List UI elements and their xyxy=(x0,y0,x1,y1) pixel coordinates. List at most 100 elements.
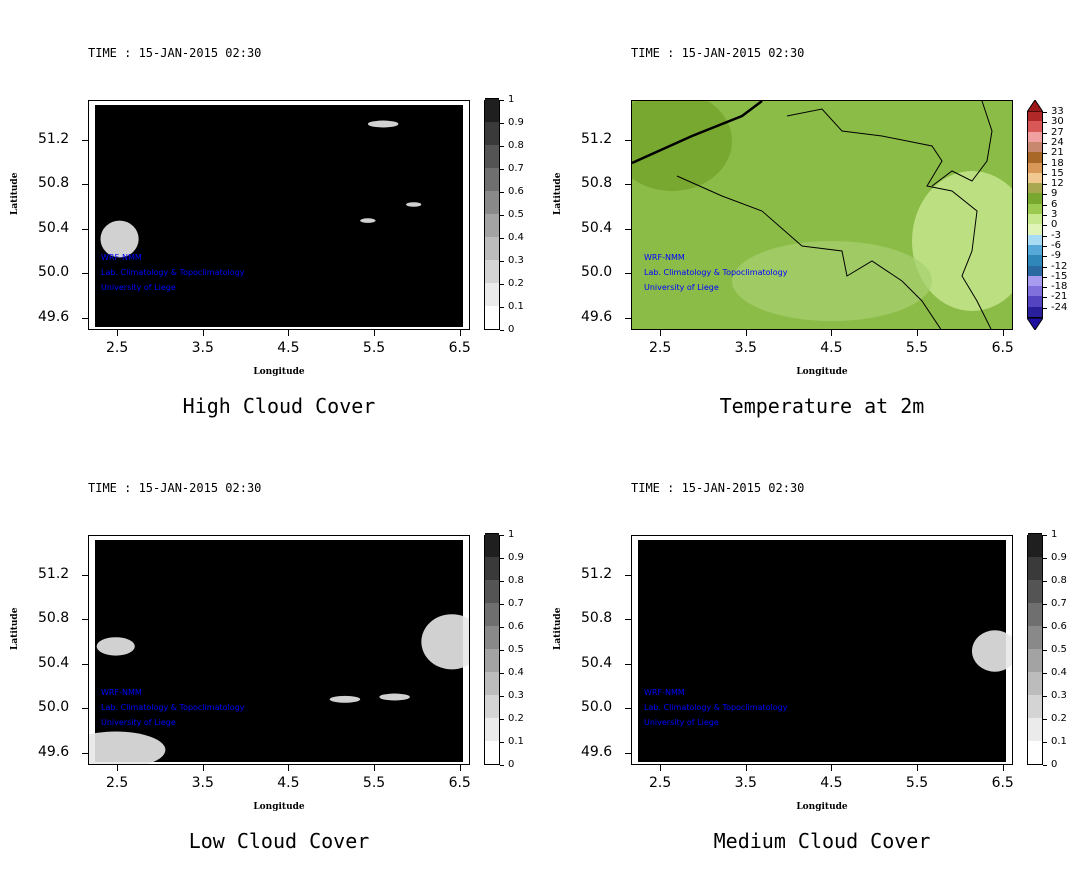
border-netherlands-germany xyxy=(786,108,992,329)
colorbar-label: 0 xyxy=(1051,759,1058,770)
colorbar-label: 0.8 xyxy=(1051,575,1067,586)
colorbar-tick xyxy=(1043,742,1047,743)
x-tick xyxy=(374,765,376,771)
y-tick xyxy=(82,752,88,754)
x-tick xyxy=(745,765,747,771)
colorbar-tick xyxy=(1043,215,1047,216)
colorbar-band xyxy=(1028,648,1042,672)
colorbar-band xyxy=(485,213,499,237)
colorbar-max-triangle xyxy=(1027,100,1043,112)
colorbar-tick xyxy=(500,215,504,216)
colorbar-band xyxy=(1028,579,1042,603)
colorbar-tick xyxy=(500,284,504,285)
colorbar-band xyxy=(485,121,499,145)
y-tick-label: 51.2 xyxy=(38,566,70,582)
colorbar-label: 0.7 xyxy=(508,163,524,174)
y-tick xyxy=(625,317,631,319)
watermark-line: University of Liege xyxy=(644,718,719,727)
colorbar-tick xyxy=(1043,287,1047,289)
colorbar-band xyxy=(1028,694,1042,718)
cloud-fill xyxy=(95,105,463,327)
cloud-gap xyxy=(89,731,166,764)
colorbar-label: 0.2 xyxy=(508,278,524,289)
x-tick xyxy=(660,765,662,771)
colorbar-band xyxy=(1028,161,1042,173)
colorbar-tick xyxy=(500,192,504,193)
panel-title: Medium Cloud Cover xyxy=(713,829,931,853)
colorbar-band xyxy=(485,144,499,168)
y-tick xyxy=(625,708,631,710)
colorbar-band xyxy=(485,305,499,329)
x-tick-label: 3.5 xyxy=(734,775,757,791)
map-panel-temp: TIME : 15-JAN-2015 02:30 WRF-NMM Lab. Clim… xyxy=(543,0,1086,435)
x-tick xyxy=(117,330,119,336)
panel-title: High Cloud Cover xyxy=(182,394,376,418)
x-tick xyxy=(831,765,833,771)
time-label: TIME : 15-JAN-2015 02:30 xyxy=(631,481,805,495)
y-tick-label: 50.4 xyxy=(38,654,70,671)
colorbar-tick xyxy=(500,650,504,651)
y-tick xyxy=(625,228,631,230)
colorbar-min-triangle xyxy=(1027,318,1043,330)
y-tick xyxy=(625,619,631,621)
colorbar-label: 9 xyxy=(1051,188,1058,200)
x-tick xyxy=(202,765,204,771)
y-tick-label: 49.6 xyxy=(38,308,70,325)
y-tick xyxy=(82,708,88,710)
x-tick xyxy=(745,330,747,336)
y-tick-label: 50.4 xyxy=(38,219,70,236)
x-tick xyxy=(917,765,919,771)
y-axis-label: Latitude xyxy=(10,172,20,215)
colorbar-band xyxy=(1028,533,1042,557)
cloud-gap xyxy=(367,120,399,128)
colorbar-tick xyxy=(1043,225,1047,227)
map-panel-cloud: TIME : 15-JAN-2015 02:30 WRF-NMM Lab. Clim… xyxy=(543,435,1086,870)
y-tick xyxy=(82,273,88,275)
x-tick xyxy=(288,330,290,336)
y-tick-label: 50.4 xyxy=(581,654,613,671)
x-tick-label: 4.5 xyxy=(277,775,300,791)
colorbar-tick xyxy=(1043,173,1047,175)
map-field xyxy=(632,101,1012,329)
map-field xyxy=(632,536,1012,764)
colorbar xyxy=(1027,110,1043,318)
y-tick xyxy=(625,273,631,275)
colorbar-band xyxy=(485,694,499,718)
colorbar-band xyxy=(1028,254,1042,266)
colorbar-tick xyxy=(1043,627,1047,628)
colorbar-label: 1 xyxy=(508,529,515,540)
colorbar-tick xyxy=(1043,650,1047,651)
colorbar-tick xyxy=(500,581,504,582)
x-tick-label: 3.5 xyxy=(191,340,214,356)
cloud-gap xyxy=(360,218,376,223)
x-tick xyxy=(202,330,204,336)
x-tick-label: 4.5 xyxy=(820,775,843,791)
colorbar-tick xyxy=(500,330,504,331)
colorbar-band xyxy=(1028,295,1042,307)
colorbar-label: 0.9 xyxy=(508,117,524,128)
colorbar-tick xyxy=(1043,153,1047,155)
y-tick xyxy=(625,184,631,186)
x-axis-label: Longitude xyxy=(253,367,305,377)
colorbar-label: 0.7 xyxy=(508,598,524,609)
colorbar-tick xyxy=(1043,235,1047,237)
colorbar-label: 0.5 xyxy=(508,644,524,655)
map-plot-area: WRF-NMM Lab. Climatology & Topoclimatolog… xyxy=(88,100,470,330)
colorbar-tick xyxy=(500,604,504,605)
y-tick xyxy=(625,752,631,754)
colorbar-band xyxy=(485,259,499,283)
colorbar-label: 0.7 xyxy=(1051,598,1067,609)
watermark-line: University of Liege xyxy=(644,283,719,292)
watermark-line: WRF-NMM xyxy=(101,253,142,262)
colorbar-tick xyxy=(500,719,504,720)
colorbar-band xyxy=(1028,625,1042,649)
colorbar-band xyxy=(1028,213,1042,225)
colorbar-band xyxy=(1028,130,1042,142)
colorbar-label: 0.3 xyxy=(508,255,524,266)
colorbar-band xyxy=(1028,243,1042,256)
y-tick-label: 49.6 xyxy=(38,743,70,760)
colorbar xyxy=(1027,533,1043,765)
colorbar-tick xyxy=(1043,276,1047,278)
colorbar-label: 0.2 xyxy=(1051,713,1067,724)
y-axis-label: Latitude xyxy=(553,172,563,215)
